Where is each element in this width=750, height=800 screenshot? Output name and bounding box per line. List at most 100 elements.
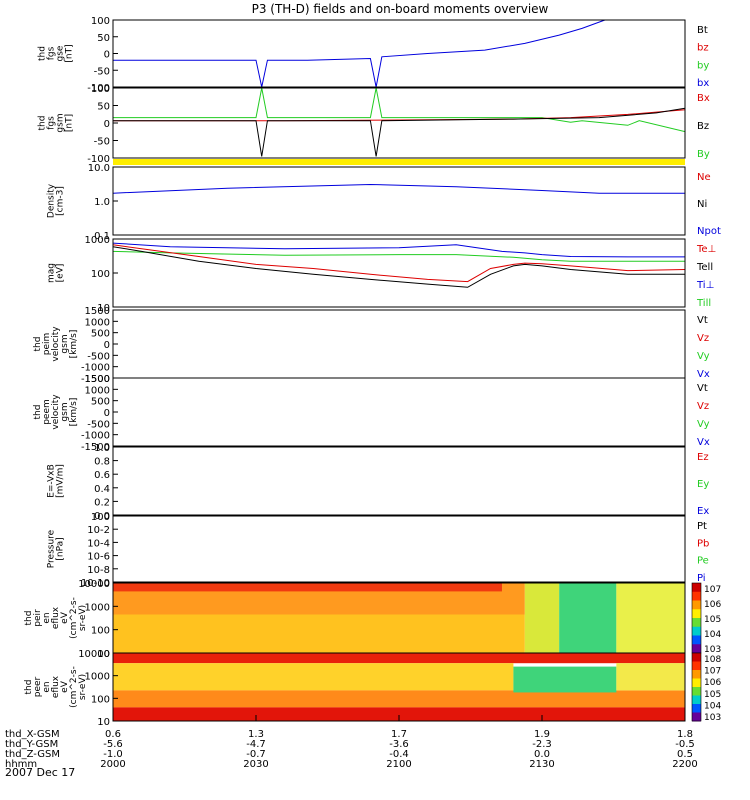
y-label-line: E=-VxB <box>47 464 57 498</box>
time-tick-label: 2000 <box>100 759 125 770</box>
y-tick-label: 10-2 <box>87 525 110 536</box>
panel-peir: 107 106 105 104 103 10000 1000 100 10 thd peir en ef… <box>24 579 721 660</box>
y-label-line: peem <box>42 399 52 425</box>
series-line-Till <box>112 250 685 262</box>
y-tick-label: 0.8 <box>94 457 110 468</box>
y-tick-label: -1000 <box>81 431 110 442</box>
y-tick-label: 100 <box>91 84 110 95</box>
y-tick-label: 1000 <box>85 385 110 396</box>
y-label-line: thd <box>33 405 43 420</box>
y-tick-label: 50 <box>97 102 110 113</box>
y-tick-label: -100 <box>87 83 110 94</box>
y-tick-label: 0 <box>104 408 110 419</box>
yellow-flag-bar <box>113 159 685 165</box>
panel-fgs_gse: Bt bz by bx 100 50 0 -50 -100 thd fgs gse [nT] <box>38 16 710 94</box>
figure-title: P3 (TH-D) fields and on-board moments ov… <box>252 2 549 16</box>
y-axis-label: Density [cm-3] <box>47 183 66 218</box>
panel-frame <box>112 515 686 583</box>
y-tick-label: 0 <box>104 340 110 351</box>
y-label-line: eV <box>60 611 70 624</box>
colorbar-step <box>692 661 701 671</box>
legend-item: bz <box>697 43 709 54</box>
panel-frame <box>112 87 686 159</box>
colorbar-frame <box>691 652 702 722</box>
y-label-line: Pressure <box>47 529 57 568</box>
y-label-line: [eV] <box>56 264 66 283</box>
panel-pressure: Pt Pb Pe Pi 100 10-2 10-4 10-6 10-8 10-10 Pressure… <box>47 512 710 589</box>
y-tick-label: 0.2 <box>94 497 110 508</box>
y-tick-label: 0.6 <box>94 470 110 481</box>
y-axis-label: Pressure [nPa] <box>47 529 66 568</box>
colorbar-step <box>692 609 701 619</box>
y-tick-label: 1.0 <box>94 197 110 208</box>
y-label-line: en <box>42 681 52 692</box>
y-tick-label: 1000 <box>85 235 110 246</box>
legend-item: Vt <box>697 383 708 394</box>
y-label-line: (cm^2-s- <box>69 597 79 639</box>
legend-item: Pb <box>697 538 709 549</box>
x-row-value: 1.7 <box>391 729 407 740</box>
colorbar-tick-label: 103 <box>704 713 721 723</box>
y-tick-label: 0.1 <box>94 231 110 242</box>
y-tick-label: 10 <box>97 717 110 728</box>
series-line-Bz <box>113 107 686 157</box>
colorbar-step <box>692 626 701 636</box>
y-tick-label: 10-4 <box>87 538 110 549</box>
y-tick-label: 500 <box>91 329 110 340</box>
colorbar-step <box>692 678 701 688</box>
y-tick-label: 100 <box>91 626 110 637</box>
colorbar-tick-label: 103 <box>704 645 721 655</box>
colorbar-step <box>692 687 701 696</box>
panel-fgs_gsm: Bx Bz By 100 50 0 -50 -100 thd fgs gsm [nT] <box>38 84 710 165</box>
y-label-line: (cm^2-s- <box>69 666 79 708</box>
y-label-line: eV <box>60 680 70 693</box>
y-tick-label: 100 <box>91 269 110 280</box>
legend: Te⊥ Tell Ti⊥ Till <box>696 244 716 309</box>
y-label-line: gsm <box>60 334 70 353</box>
x-row-value: -1.0 <box>103 749 123 760</box>
heatmap-cell <box>113 690 685 708</box>
y-tick-label: 10 <box>97 649 110 660</box>
y-tick-label: 10 <box>97 303 110 314</box>
y-tick-label: 10.0 <box>88 163 110 174</box>
y-label-line: thd <box>38 46 48 61</box>
y-tick-label: 100 <box>91 512 110 523</box>
x-row-value: 0.6 <box>105 729 121 740</box>
legend: Pt Pb Pe Pi <box>697 521 709 584</box>
colorbar-tick-label: 104 <box>704 701 721 711</box>
legend-item: Ni <box>697 199 707 210</box>
heatmap-cell <box>616 663 685 691</box>
y-label-line: peir <box>33 609 43 627</box>
x-row-label: thd_Z-GSM <box>5 749 60 760</box>
colorbar-step <box>692 600 701 610</box>
y-tick-label: 50 <box>97 33 110 44</box>
y-tick-label: 10000 <box>78 579 110 590</box>
legend-item: Bt <box>697 25 708 36</box>
x-row-value: -2.3 <box>532 739 552 750</box>
panel-density: Ne Ni Npot 10.0 1.0 0.1 Density [cm-3] <box>47 163 721 242</box>
x-row-label: thd_Y-GSM <box>5 739 58 750</box>
y-axis-label: thd peim velocity gsm [km/s] <box>33 326 79 362</box>
y-axis-label: thd peem velocity gsm [km/s] <box>33 394 79 430</box>
legend-item: Ez <box>697 452 709 463</box>
x-row-value: 0.5 <box>677 749 693 760</box>
y-label-line: gse <box>56 45 66 61</box>
heatmap-cell <box>113 663 514 691</box>
panel-frame <box>112 309 686 379</box>
legend-item: Bz <box>697 121 709 132</box>
colorbar-step <box>692 712 701 722</box>
legend-item: By <box>697 149 710 160</box>
y-label-line: mag <box>47 263 57 283</box>
y-tick-label: 0.0 <box>94 511 110 522</box>
y-label-line: eflux <box>51 675 61 698</box>
time-tick-label: 2200 <box>672 759 697 770</box>
panel-temperature: Te⊥ Tell Ti⊥ Till 1000 100 10 mag [eV] <box>47 235 717 314</box>
y-axis-label: thd fgs gsm [nT] <box>38 113 75 132</box>
legend-item: Vt <box>697 315 708 326</box>
y-axis-label: thd peer en eflux eV (cm^2-s-sr-eV) <box>24 666 88 708</box>
legend: Ez Ey Ex <box>697 452 709 517</box>
colorbar-tick-label: 108 <box>704 655 721 665</box>
series-line-By <box>113 87 686 133</box>
y-tick-label: 0 <box>104 119 110 130</box>
